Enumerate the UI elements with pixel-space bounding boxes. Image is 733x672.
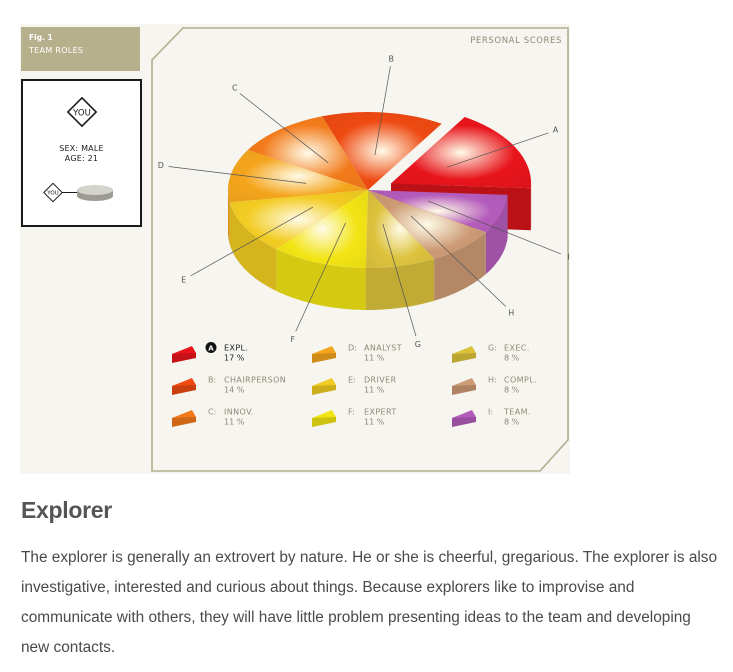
pie-slice-i xyxy=(368,190,508,233)
you-badge-label: YOU xyxy=(72,109,91,119)
legend-letter-b: B: xyxy=(208,376,216,385)
legend-letter-i: I: xyxy=(488,408,493,417)
figure-title: TEAM ROLES xyxy=(29,46,84,55)
legend-letter-g: G: xyxy=(488,344,497,353)
legend-swatch-a xyxy=(172,346,196,354)
legend-name-e: DRIVER xyxy=(364,376,397,385)
pie-slice-d xyxy=(228,150,368,203)
slice-letter-h: H xyxy=(508,308,514,317)
legend-highlight-letter: A xyxy=(208,344,214,352)
leader-line-g xyxy=(382,224,417,337)
figure-number: Fig. 1 xyxy=(29,33,53,42)
legend-highlight-marker xyxy=(205,342,217,353)
legend-swatch-g xyxy=(452,346,476,354)
leader-line-d xyxy=(168,166,307,184)
legend-name-g: EXEC. xyxy=(504,344,530,353)
legend-letter-d: D: xyxy=(348,344,357,353)
legend-percent-e: 11 % xyxy=(364,386,385,395)
slice-letter-f: F xyxy=(290,335,295,344)
leader-line-e xyxy=(190,206,314,277)
pie-slice-f xyxy=(276,190,368,268)
you-age: AGE: 21 xyxy=(64,154,99,163)
legend-name-b: CHAIRPERSON xyxy=(224,376,286,385)
legend-name-d: ANALYST xyxy=(364,344,402,353)
legend-item-a: A EXPL.17 % xyxy=(172,342,248,363)
slice-letter-d: D xyxy=(158,161,164,170)
you-diamond-icon: YOU xyxy=(66,96,98,128)
legend-item-i: I: TEAM.8 % xyxy=(452,408,531,427)
legend-percent-h: 8 % xyxy=(504,386,520,395)
legend-percent-g: 8 % xyxy=(504,354,520,363)
legend-swatch-h xyxy=(452,378,476,386)
legend-name-a: EXPL. xyxy=(224,344,248,353)
you-small-badge-label: YOU xyxy=(46,191,58,197)
slice-letter-g: G xyxy=(415,340,421,349)
leader-line-b xyxy=(374,66,391,156)
legend-item-c: C: INNOV.11 % xyxy=(172,408,254,427)
legend-percent-b: 14 % xyxy=(224,386,245,395)
legend-letter-c: C: xyxy=(208,408,216,417)
pie-slice-b xyxy=(322,111,442,190)
legend-swatch-e xyxy=(312,378,336,386)
leader-line-a xyxy=(446,132,549,168)
legend-letter-h: H: xyxy=(488,376,497,385)
pie-side-e xyxy=(229,202,277,291)
you-mini-pie-icon: YOU xyxy=(43,182,113,203)
legend-swatch-d xyxy=(312,346,336,354)
legend-swatch-f xyxy=(312,410,336,418)
slice-letter-i: I xyxy=(567,252,569,261)
leader-line-i xyxy=(427,200,562,255)
legend-name-c: INNOV. xyxy=(224,408,254,417)
chart-panel-title: PERSONAL SCORES xyxy=(470,36,562,46)
legend-swatch-i xyxy=(452,410,476,418)
slice-letter-a: A xyxy=(553,125,559,134)
legend-item-h: H: COMPL.8 % xyxy=(452,376,537,395)
legend-percent-d: 11 % xyxy=(364,354,385,363)
legend-percent-i: 8 % xyxy=(504,418,520,427)
legend-swatch-c xyxy=(172,410,196,418)
slice-letter-b: B xyxy=(389,54,395,63)
figure-tag: Fig. 1 TEAM ROLES xyxy=(21,27,140,71)
pie-side-i xyxy=(485,194,508,275)
pie-slice-g xyxy=(365,190,435,269)
article-heading: Explorer xyxy=(21,497,112,523)
pie-side-d xyxy=(228,188,230,245)
pie-slice-h xyxy=(368,190,486,259)
you-profile-card: YOU SEX: MALE AGE: 21 YOU xyxy=(21,79,142,227)
leader-line-c xyxy=(239,93,329,164)
legend-letter-e: E: xyxy=(348,376,356,385)
you-sex: SEX: MALE xyxy=(59,144,104,153)
legend-percent-c: 11 % xyxy=(224,418,245,427)
pie-side-h xyxy=(434,232,486,301)
legend-swatch-b xyxy=(172,378,196,386)
leader-line-h xyxy=(410,215,507,307)
leader-line-f xyxy=(295,222,346,332)
legend-name-i: TEAM. xyxy=(503,408,531,417)
pie-slice-a xyxy=(391,117,532,189)
chart-panel-frame xyxy=(151,27,569,472)
pie-slice-c xyxy=(247,116,368,190)
legend-percent-a: 17 % xyxy=(224,354,245,363)
legend-item-g: G: EXEC.8 % xyxy=(452,344,530,363)
legend-name-f: EXPERT xyxy=(364,408,397,417)
slice-letter-c: C xyxy=(232,83,238,92)
article-body: The explorer is generally an extrovert b… xyxy=(21,549,718,656)
legend-letter-f: F: xyxy=(348,408,355,417)
pie-side-g xyxy=(365,258,435,310)
pie-side-f xyxy=(276,249,366,310)
legend-percent-f: 11 % xyxy=(364,418,385,427)
legend-name-h: COMPL. xyxy=(504,376,537,385)
slice-letter-e: E xyxy=(181,276,186,285)
